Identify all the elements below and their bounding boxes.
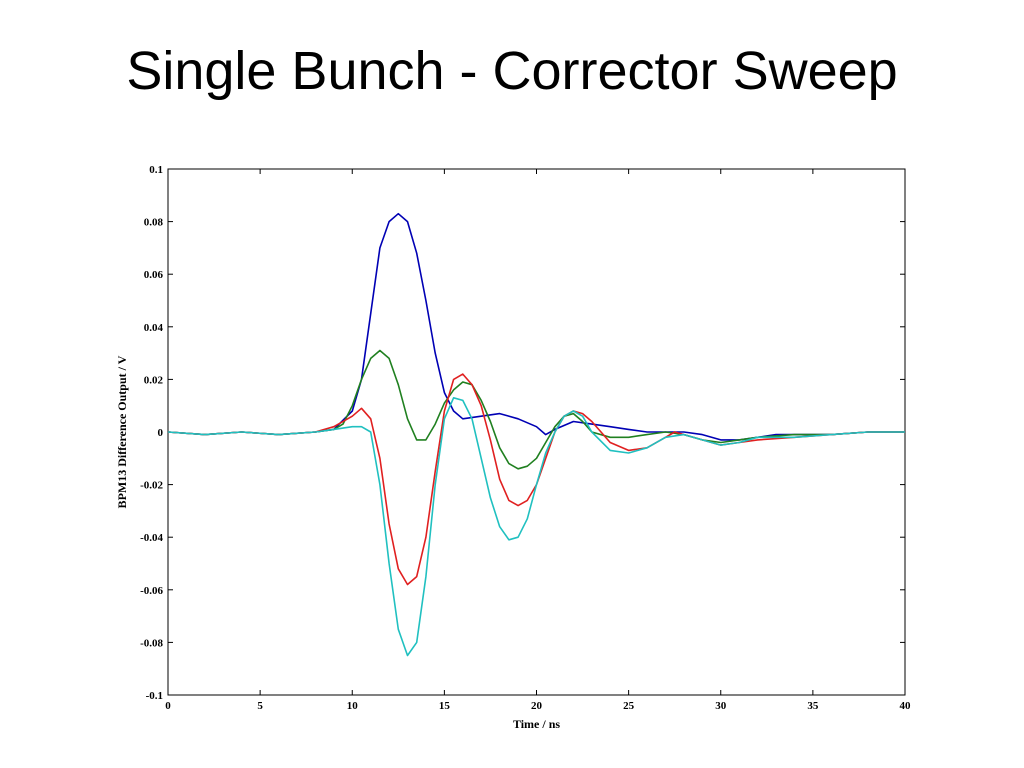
series-line-4 xyxy=(167,397,905,657)
x-axis-label: Time / ns xyxy=(513,717,560,731)
plot-area xyxy=(167,168,906,696)
x-tick-label: 35 xyxy=(807,700,819,712)
y-tick-label: 0 xyxy=(158,427,164,439)
x-tick-label: 5 xyxy=(257,700,263,712)
y-tick-label: -0.1 xyxy=(146,690,163,702)
series-layer xyxy=(167,212,905,657)
y-tick-label: 0.02 xyxy=(144,374,164,386)
y-tick-label: -0.06 xyxy=(140,585,163,597)
x-tick-label: 25 xyxy=(623,700,635,712)
x-tick-label: 10 xyxy=(347,700,359,712)
y-tick-label: -0.02 xyxy=(140,480,163,492)
x-tick-label: 15 xyxy=(439,700,451,712)
y-tick-label: -0.08 xyxy=(140,637,163,649)
y-tick-label: 0.04 xyxy=(144,322,164,334)
y-tick-label: 0.1 xyxy=(149,164,163,176)
y-axis-label: BPM13 Difference Output / V xyxy=(115,355,129,508)
y-tick-label: -0.04 xyxy=(140,532,163,544)
x-tick-label: 30 xyxy=(715,700,727,712)
y-tick-label: 0.06 xyxy=(144,269,164,281)
x-axis: 0 5 10 15 20 25 30 35 40 xyxy=(165,169,911,712)
x-tick-label: 20 xyxy=(531,700,543,712)
x-tick-label: 0 xyxy=(165,700,171,712)
y-tick-label: 0.08 xyxy=(144,217,164,229)
x-tick-label: 40 xyxy=(900,700,912,712)
slide-title: Single Bunch - Corrector Sweep xyxy=(126,41,898,101)
